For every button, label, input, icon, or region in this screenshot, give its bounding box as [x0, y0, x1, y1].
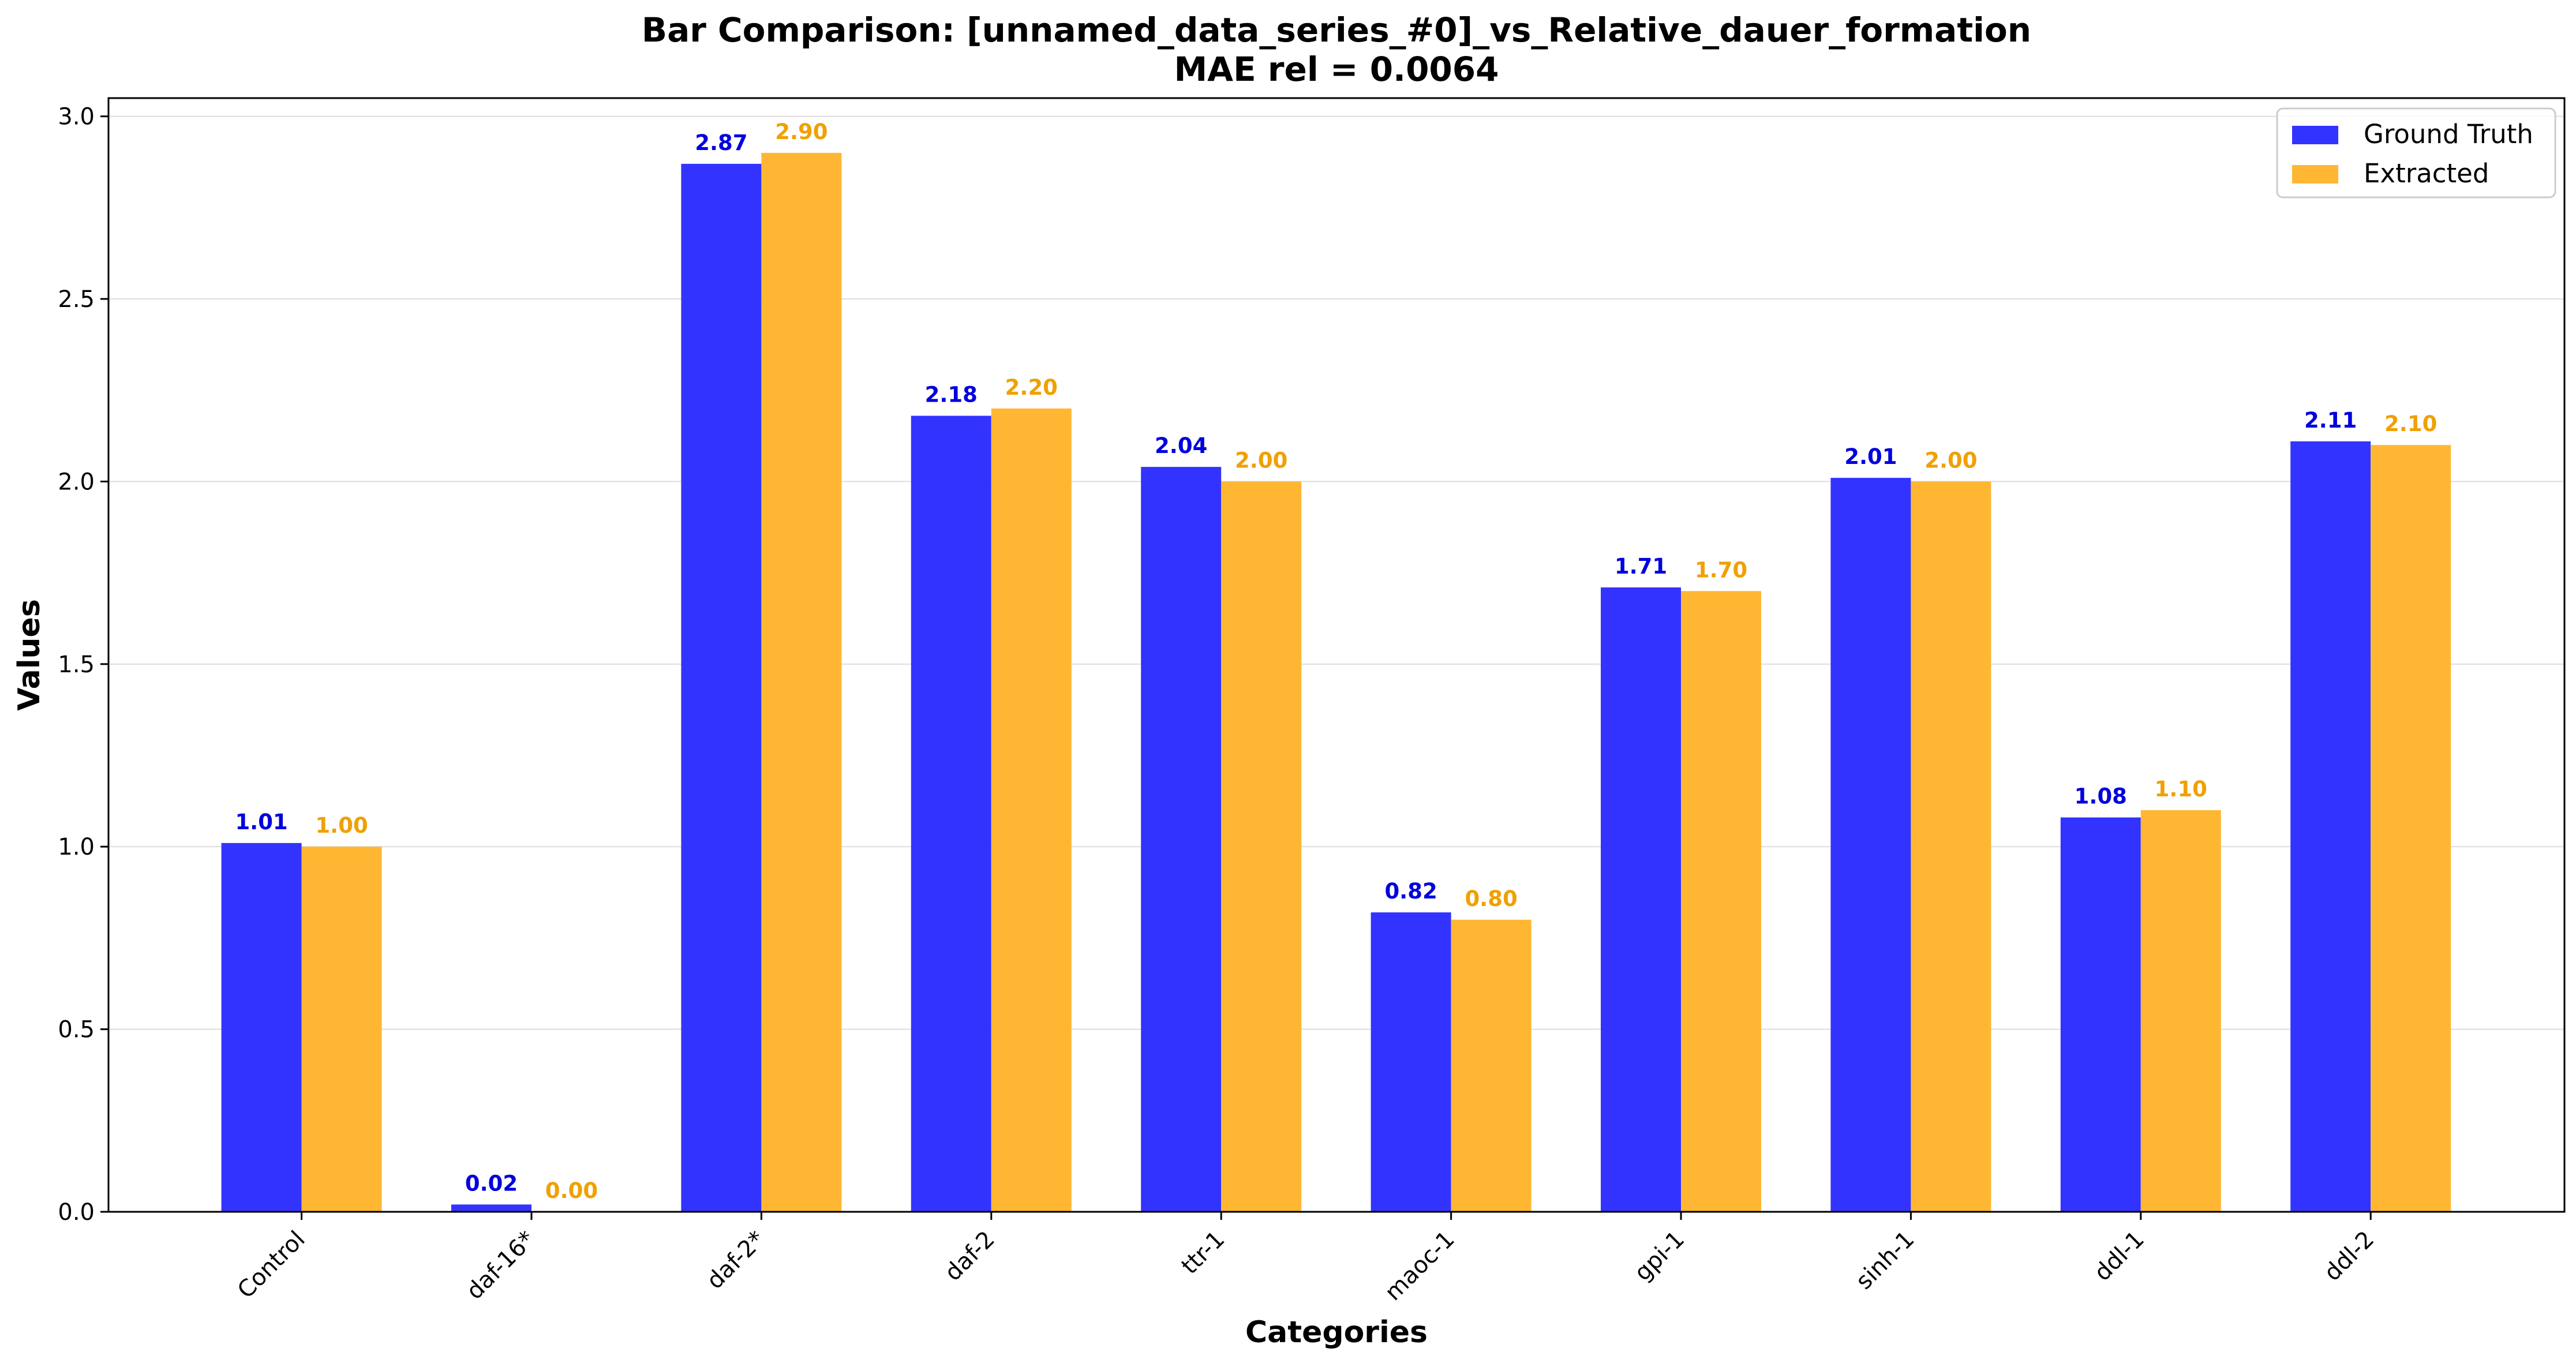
bar-value-label: 1.71	[1615, 554, 1667, 579]
y-tick-label: 3.0	[58, 104, 95, 130]
bar-value-label: 2.87	[695, 130, 747, 155]
x-tick-label: daf-16*	[462, 1226, 541, 1305]
bars	[221, 152, 2451, 1212]
x-tick-label: Control	[233, 1226, 310, 1304]
x-axis-ticks: Control daf-16* daf-2* daf-2 ttr-1 maoc-1 gpi-…	[233, 1212, 2379, 1306]
bar-extracted-ddl-1	[2140, 810, 2221, 1212]
bar-value-label: 2.90	[775, 119, 828, 144]
bar-ground-truth-daf-2-	[681, 163, 762, 1212]
bar-extracted-daf-2	[991, 408, 1072, 1212]
x-tick-label: ttr-1	[1177, 1226, 1230, 1280]
bar-extracted-ttr-1	[1221, 481, 1302, 1212]
bar-ground-truth-daf-2	[911, 415, 991, 1212]
bar-value-label: 2.00	[1235, 448, 1287, 473]
y-tick-label: 2.0	[58, 469, 95, 495]
y-tick-label: 1.0	[58, 834, 95, 860]
bar-value-label: 1.10	[2155, 777, 2207, 802]
bar-value-label: 0.80	[1465, 886, 1517, 911]
y-tick-label: 1.5	[58, 651, 95, 678]
bar-extracted-gpi-1	[1681, 591, 1761, 1212]
bar-ground-truth-ddl-1	[2060, 817, 2141, 1212]
bar-ground-truth-maoc-1	[1371, 912, 1451, 1212]
bar-ground-truth-ddl-2	[2290, 441, 2371, 1212]
x-tick-label: daf-2*	[702, 1226, 770, 1295]
x-axis-label: Categories	[1245, 1315, 1428, 1350]
y-tick-label: 0.0	[58, 1199, 95, 1226]
bar-value-label: 2.10	[2384, 411, 2437, 436]
bar-extracted-control	[301, 847, 382, 1212]
bar-value-label: 0.00	[545, 1178, 598, 1203]
bar-ground-truth-ttr-1	[1141, 467, 1222, 1212]
bar-extracted-daf-2-	[761, 152, 842, 1212]
legend-box	[2276, 107, 2556, 199]
bar-value-label: 2.01	[1844, 444, 1897, 469]
plot-frame	[107, 97, 2566, 1213]
bar-value-labels: 1.01 0.02 2.87 2.18 2.04 0.82 1.71 2.01 1.08 2.11…	[235, 119, 2437, 1203]
bar-extracted-sinh-1	[1911, 481, 1991, 1212]
bar-extracted-maoc-1	[1451, 919, 1532, 1212]
bar-value-label: 2.18	[925, 383, 978, 407]
legend-label: Ground Truth	[2364, 119, 2533, 149]
bar-ground-truth-sinh-1	[1830, 478, 1911, 1212]
legend-swatch	[2292, 126, 2338, 144]
y-tick-label: 2.5	[58, 286, 95, 313]
x-tick-label: ddl-2	[2319, 1226, 2379, 1286]
legend: Ground Truth Extracted	[2276, 107, 2556, 199]
x-tick-label: sinh-1	[1851, 1226, 1919, 1295]
bar-extracted-ddl-2	[2371, 445, 2451, 1212]
chart-title: Bar Comparison: [unnamed_data_series_#0]…	[642, 10, 2031, 50]
x-tick-label: daf-2	[939, 1226, 999, 1286]
bar-ground-truth-control	[221, 842, 302, 1212]
bar-value-label: 2.20	[1005, 375, 1058, 400]
y-axis-label: Values	[12, 599, 47, 711]
legend-swatch	[2292, 165, 2338, 184]
bar-value-label: 1.70	[1695, 557, 1747, 582]
y-axis-ticks: 0.0 0.5 1.0 1.5 2.0 2.5 3.0	[58, 104, 108, 1226]
bar-value-label: 0.82	[1384, 879, 1437, 904]
bar-value-label: 2.11	[2304, 408, 2357, 433]
bar-ground-truth-daf-16-	[451, 1204, 531, 1212]
grid-lines	[108, 115, 2564, 1212]
bar-value-label: 1.08	[2075, 784, 2127, 809]
bar-value-label: 1.01	[235, 810, 287, 834]
x-tick-label: gpi-1	[1630, 1226, 1690, 1286]
bar-value-label: 1.00	[315, 813, 368, 838]
bar-value-label: 2.00	[1924, 448, 1977, 473]
x-tick-label: ddl-1	[2089, 1226, 2149, 1286]
y-tick-label: 0.5	[58, 1017, 95, 1043]
bar-value-label: 2.04	[1155, 433, 1207, 458]
legend-label: Extracted	[2364, 158, 2489, 189]
bar-value-label: 0.02	[465, 1171, 518, 1196]
bar-ground-truth-gpi-1	[1601, 587, 1681, 1212]
x-tick-label: maoc-1	[1380, 1226, 1459, 1306]
chart-subtitle: MAE rel = 0.0064	[1174, 50, 1499, 89]
